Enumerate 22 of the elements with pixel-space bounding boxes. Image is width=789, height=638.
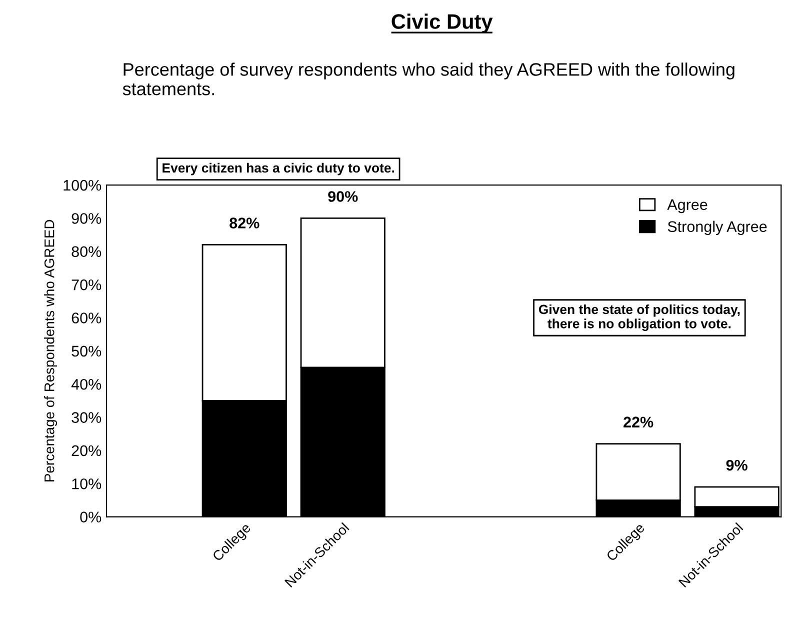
chart-title: Civic Duty: [392, 14, 493, 34]
y-tick-label: 10%: [72, 478, 102, 490]
y-tick-label: 0%: [80, 512, 102, 522]
y-tick-label: 50%: [72, 346, 102, 357]
y-tick-label: 40%: [71, 378, 102, 390]
y-tick-label: 90%: [72, 213, 102, 224]
legend-label: Agree: [667, 199, 708, 214]
y-axis-title: Percentage of Respondents who AGREED: [44, 220, 58, 482]
y-tick-label: 20%: [72, 445, 102, 456]
y-tick-label: 30%: [72, 412, 102, 423]
y-tick-label: 80%: [72, 246, 102, 258]
y-tick-label: 70%: [72, 279, 102, 290]
chart-subtitle: Percentage of survey respondents who said they AGREED with the following statements.: [122, 62, 734, 96]
total-label: 9%: [726, 460, 748, 471]
total-label: 82%: [230, 218, 260, 228]
y-tick-label: 100%: [64, 180, 102, 191]
legend-label: Strongly Agree: [668, 220, 767, 236]
annotation: Given the state of politics today, there is no obligation to vote.: [538, 304, 740, 332]
total-label: 90%: [328, 191, 358, 202]
y-tick-label: 60%: [72, 312, 102, 324]
total-label: 22%: [624, 416, 654, 428]
text: Every citizen has a civic duty to vote.: [162, 162, 394, 176]
